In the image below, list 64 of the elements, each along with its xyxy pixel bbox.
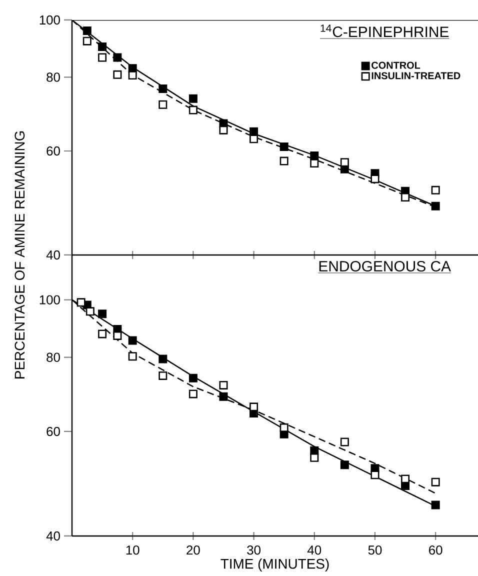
y-tick-label: 40 bbox=[46, 531, 60, 541]
point bbox=[128, 71, 137, 80]
point bbox=[310, 159, 319, 168]
point bbox=[219, 380, 228, 390]
y-axis-title: PERCENTAGE OF AMINE REMAINING bbox=[14, 131, 25, 378]
x-tick-label: 60 bbox=[429, 545, 442, 555]
point bbox=[188, 390, 198, 398]
point bbox=[98, 330, 107, 338]
y-tick-label: 80 bbox=[46, 72, 60, 82]
point bbox=[113, 53, 122, 62]
y-tick-label: 80 bbox=[46, 352, 60, 362]
chart-title: $^{14}$C-EPINEPHRINE bbox=[320, 24, 449, 38]
point bbox=[401, 192, 410, 202]
point bbox=[128, 336, 137, 345]
x-tick-label: 20 bbox=[186, 545, 200, 555]
point bbox=[158, 354, 168, 364]
chart-title: ENDOGENOUS CA bbox=[319, 260, 451, 272]
point bbox=[188, 374, 198, 382]
y-tick-label: 60 bbox=[46, 146, 60, 156]
point bbox=[310, 453, 319, 462]
y-tick-label: 100 bbox=[40, 15, 60, 25]
point bbox=[340, 158, 349, 167]
legend-label: INSULIN-TREATED bbox=[372, 72, 460, 80]
point bbox=[128, 352, 137, 361]
x-tick-label: 40 bbox=[307, 545, 322, 555]
y-tick-label: 60 bbox=[46, 426, 60, 436]
point bbox=[98, 42, 107, 51]
point bbox=[98, 310, 107, 318]
point bbox=[86, 307, 94, 316]
point bbox=[280, 142, 288, 152]
y-tick-label: 40 bbox=[46, 250, 60, 260]
y-tick-label: 100 bbox=[40, 295, 60, 304]
point bbox=[98, 53, 107, 62]
point bbox=[401, 474, 410, 484]
point bbox=[113, 331, 122, 340]
point bbox=[340, 460, 349, 470]
point bbox=[310, 152, 319, 160]
point bbox=[188, 94, 198, 103]
point bbox=[219, 126, 228, 134]
legend-label: CONTROL bbox=[372, 62, 420, 69]
point bbox=[340, 438, 349, 446]
point bbox=[113, 70, 122, 79]
point bbox=[431, 202, 440, 210]
x-tick-label: 50 bbox=[368, 545, 382, 555]
point bbox=[280, 156, 288, 166]
x-axis-title: TIME (MINUTES) bbox=[220, 558, 329, 572]
point bbox=[76, 298, 86, 307]
point bbox=[431, 500, 440, 510]
point bbox=[370, 174, 380, 184]
point bbox=[158, 371, 168, 380]
point bbox=[158, 84, 168, 93]
point bbox=[158, 100, 168, 109]
point bbox=[188, 106, 198, 114]
point bbox=[431, 478, 440, 486]
point bbox=[280, 423, 288, 432]
point bbox=[82, 26, 92, 35]
point bbox=[431, 186, 440, 194]
x-tick-label: 10 bbox=[126, 545, 140, 555]
point bbox=[370, 470, 380, 480]
point bbox=[250, 134, 258, 144]
point bbox=[82, 36, 92, 46]
point bbox=[250, 402, 258, 412]
point bbox=[219, 392, 228, 401]
x-tick-label: 30 bbox=[247, 545, 260, 555]
